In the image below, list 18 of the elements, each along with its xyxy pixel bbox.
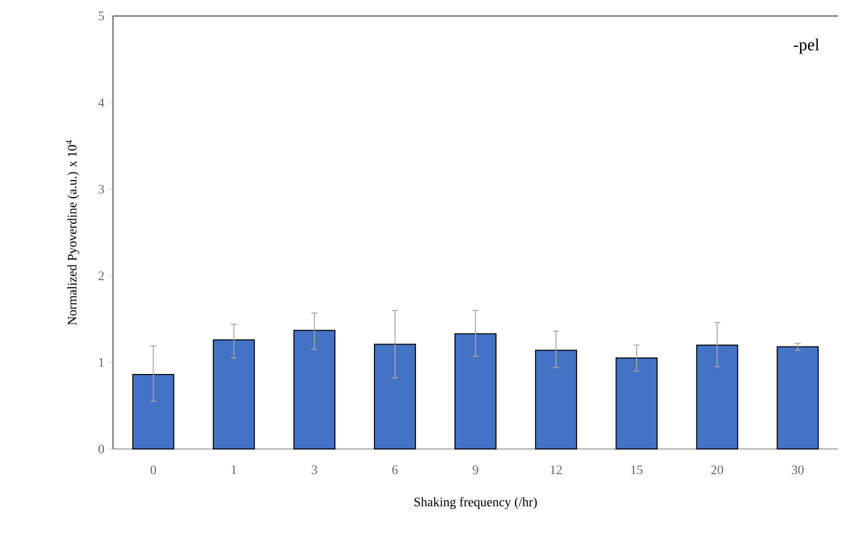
x-tick-label: 20 (711, 466, 724, 474)
x-tick-label: 1 (232, 466, 236, 474)
x-tick-label: 3 (312, 466, 318, 474)
y-tick-label: 0 (98, 444, 104, 454)
x-tick-label: 9 (472, 466, 478, 474)
annotation: -pel (794, 38, 820, 54)
x-tick-label: 0 (150, 466, 156, 474)
y-tick-label: 3 (98, 184, 104, 194)
x-tick-label: 6 (392, 466, 398, 474)
x-tick-label: 30 (792, 466, 804, 474)
y-tick-label: 5 (98, 12, 104, 20)
y-tick-label: 4 (98, 98, 104, 107)
x-tick-label: 12 (550, 466, 562, 474)
x-axis-title: Shaking frequency (/hr) (414, 497, 537, 509)
y-tick-label: 1 (99, 358, 104, 367)
y-tick-label: 2 (98, 271, 104, 280)
x-tick-label: 15 (631, 466, 643, 474)
y-axis-title: Normalized Pyoverdine (a.u.) x 10$^{4}$ (66, 140, 80, 326)
